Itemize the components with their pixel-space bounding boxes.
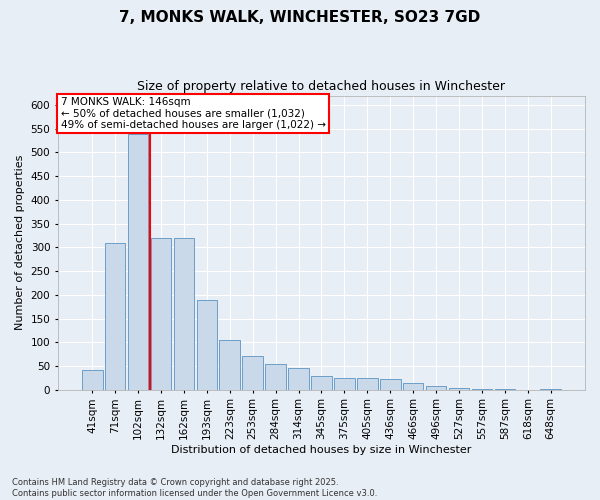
Y-axis label: Number of detached properties: Number of detached properties [15, 155, 25, 330]
Bar [334, 378, 355, 390]
Bar [220, 340, 240, 390]
Bar [197, 300, 217, 390]
Bar [472, 388, 492, 390]
Bar [380, 379, 401, 390]
Bar [173, 238, 194, 390]
Bar [105, 242, 125, 390]
Bar [151, 238, 172, 390]
Bar [357, 378, 377, 390]
Title: Size of property relative to detached houses in Winchester: Size of property relative to detached ho… [137, 80, 505, 93]
Bar [82, 370, 103, 390]
Text: 7, MONKS WALK, WINCHESTER, SO23 7GD: 7, MONKS WALK, WINCHESTER, SO23 7GD [119, 10, 481, 25]
Text: Contains HM Land Registry data © Crown copyright and database right 2025.
Contai: Contains HM Land Registry data © Crown c… [12, 478, 377, 498]
Bar [311, 376, 332, 390]
Bar [403, 382, 424, 390]
Bar [426, 386, 446, 390]
Bar [242, 356, 263, 390]
Bar [541, 388, 561, 390]
Bar [288, 368, 309, 390]
X-axis label: Distribution of detached houses by size in Winchester: Distribution of detached houses by size … [171, 445, 472, 455]
Text: 7 MONKS WALK: 146sqm
← 50% of detached houses are smaller (1,032)
49% of semi-de: 7 MONKS WALK: 146sqm ← 50% of detached h… [61, 97, 326, 130]
Bar [128, 134, 148, 390]
Bar [449, 388, 469, 390]
Bar [265, 364, 286, 390]
